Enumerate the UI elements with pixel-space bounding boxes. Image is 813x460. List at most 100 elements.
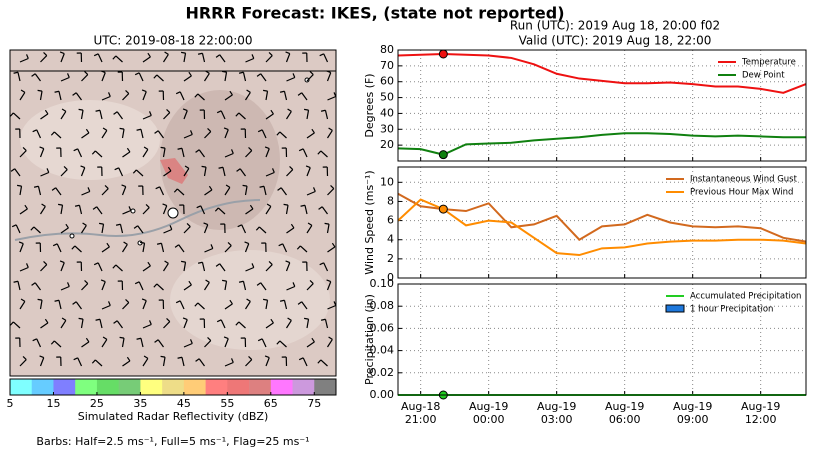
barb-flag bbox=[230, 358, 234, 363]
barb-staff bbox=[81, 74, 89, 82]
barb-flag bbox=[39, 355, 44, 359]
barb-staff bbox=[156, 74, 164, 82]
wind-barb bbox=[183, 339, 193, 348]
barb-staff bbox=[203, 167, 207, 177]
barb-flag bbox=[230, 149, 234, 154]
barb-flag bbox=[270, 318, 274, 324]
barb-flag bbox=[256, 73, 262, 77]
barb-flag bbox=[312, 187, 316, 192]
barb-flag bbox=[65, 223, 69, 229]
barb-staff bbox=[40, 322, 49, 329]
wind-barb bbox=[142, 52, 151, 63]
barb-staff bbox=[176, 188, 185, 196]
wind-barb bbox=[93, 53, 103, 63]
wind-barb bbox=[306, 279, 314, 291]
barb-staff bbox=[99, 110, 103, 120]
wind-barb bbox=[175, 91, 185, 101]
wind-barb bbox=[31, 282, 41, 291]
wind-barb bbox=[183, 71, 192, 82]
wind-barb bbox=[142, 111, 152, 120]
barb-staff bbox=[327, 246, 336, 253]
colorbar-swatch bbox=[53, 379, 76, 395]
barb-staff bbox=[39, 357, 45, 367]
barb-flag bbox=[74, 204, 80, 207]
barb-flag bbox=[145, 203, 150, 208]
barb-staff bbox=[101, 339, 108, 348]
barb-flag bbox=[205, 70, 210, 74]
barb-staff bbox=[183, 319, 188, 329]
barb-staff bbox=[162, 148, 166, 158]
barb-flag bbox=[119, 336, 125, 339]
wind-barb bbox=[40, 51, 48, 63]
colorbar-swatch bbox=[183, 379, 206, 395]
wind-barb bbox=[305, 165, 311, 177]
wind-barb bbox=[115, 223, 124, 234]
barb-flag bbox=[72, 301, 77, 305]
x-tick-label: Aug-19 06:00 bbox=[605, 400, 644, 426]
wind-barb bbox=[95, 109, 103, 120]
barb-staff bbox=[60, 53, 65, 63]
barb-flag bbox=[59, 51, 65, 55]
series-line bbox=[397, 52, 807, 94]
barb-staff bbox=[244, 92, 251, 101]
barb-staff bbox=[224, 361, 234, 367]
barb-staff bbox=[183, 284, 192, 291]
barb-staff bbox=[142, 56, 151, 63]
barb-flag bbox=[164, 260, 169, 264]
barb-flag bbox=[175, 300, 181, 304]
wind-barb bbox=[60, 108, 67, 120]
barb-staff bbox=[60, 227, 69, 234]
barb-staff bbox=[80, 167, 86, 177]
wind-barb bbox=[203, 70, 210, 82]
wind-barb bbox=[327, 301, 337, 310]
barb-staff bbox=[301, 301, 308, 310]
barb-staff bbox=[178, 244, 185, 253]
barb-flag bbox=[73, 148, 79, 152]
city-marker bbox=[69, 233, 75, 239]
wind-barb bbox=[319, 53, 329, 63]
barb-flag bbox=[319, 53, 325, 57]
valid-time-marker bbox=[438, 204, 448, 214]
barb-staff bbox=[116, 320, 123, 329]
barb-flag bbox=[285, 51, 290, 55]
colorbar-frame bbox=[9, 378, 337, 396]
wind-barb bbox=[245, 355, 253, 367]
valid-time-marker bbox=[438, 49, 448, 59]
wind-barb bbox=[18, 241, 24, 253]
barb-flag bbox=[189, 339, 193, 344]
barb-staff bbox=[245, 266, 255, 272]
barb-flag bbox=[10, 168, 16, 172]
barb-staff bbox=[122, 209, 132, 215]
panel-background bbox=[398, 50, 806, 161]
barb-flag bbox=[147, 52, 151, 58]
barb-flag bbox=[319, 262, 325, 266]
barb-flag bbox=[9, 112, 14, 117]
colorbar-swatch bbox=[249, 379, 272, 395]
wind-barb bbox=[265, 109, 274, 120]
barb-staff bbox=[224, 129, 229, 139]
barb-staff bbox=[265, 148, 270, 158]
wind-barb bbox=[114, 167, 124, 177]
wind-barb bbox=[51, 187, 62, 196]
barb-staff bbox=[280, 187, 287, 196]
barb-flag bbox=[91, 359, 96, 364]
barb-flag bbox=[39, 146, 44, 150]
wind-barb bbox=[283, 203, 289, 215]
barb-staff bbox=[101, 304, 111, 310]
colorbar-tick-label: 35 bbox=[133, 397, 147, 410]
colorbar-swatch bbox=[10, 379, 33, 395]
terrain bbox=[20, 100, 160, 180]
wind-barb bbox=[261, 242, 267, 253]
wind-barb bbox=[256, 73, 267, 82]
barb-staff bbox=[197, 93, 205, 101]
barb-staff bbox=[224, 303, 233, 310]
legend-label: Instantaneous Wind Gust bbox=[690, 175, 798, 185]
barb-staff bbox=[81, 190, 91, 196]
barb-staff bbox=[204, 131, 212, 139]
barb-staff bbox=[201, 53, 206, 63]
barb-staff bbox=[306, 225, 313, 234]
wind-barb bbox=[139, 241, 146, 253]
wind-barb bbox=[197, 52, 206, 63]
wind-barb bbox=[216, 319, 226, 329]
barb-staff bbox=[265, 113, 274, 120]
